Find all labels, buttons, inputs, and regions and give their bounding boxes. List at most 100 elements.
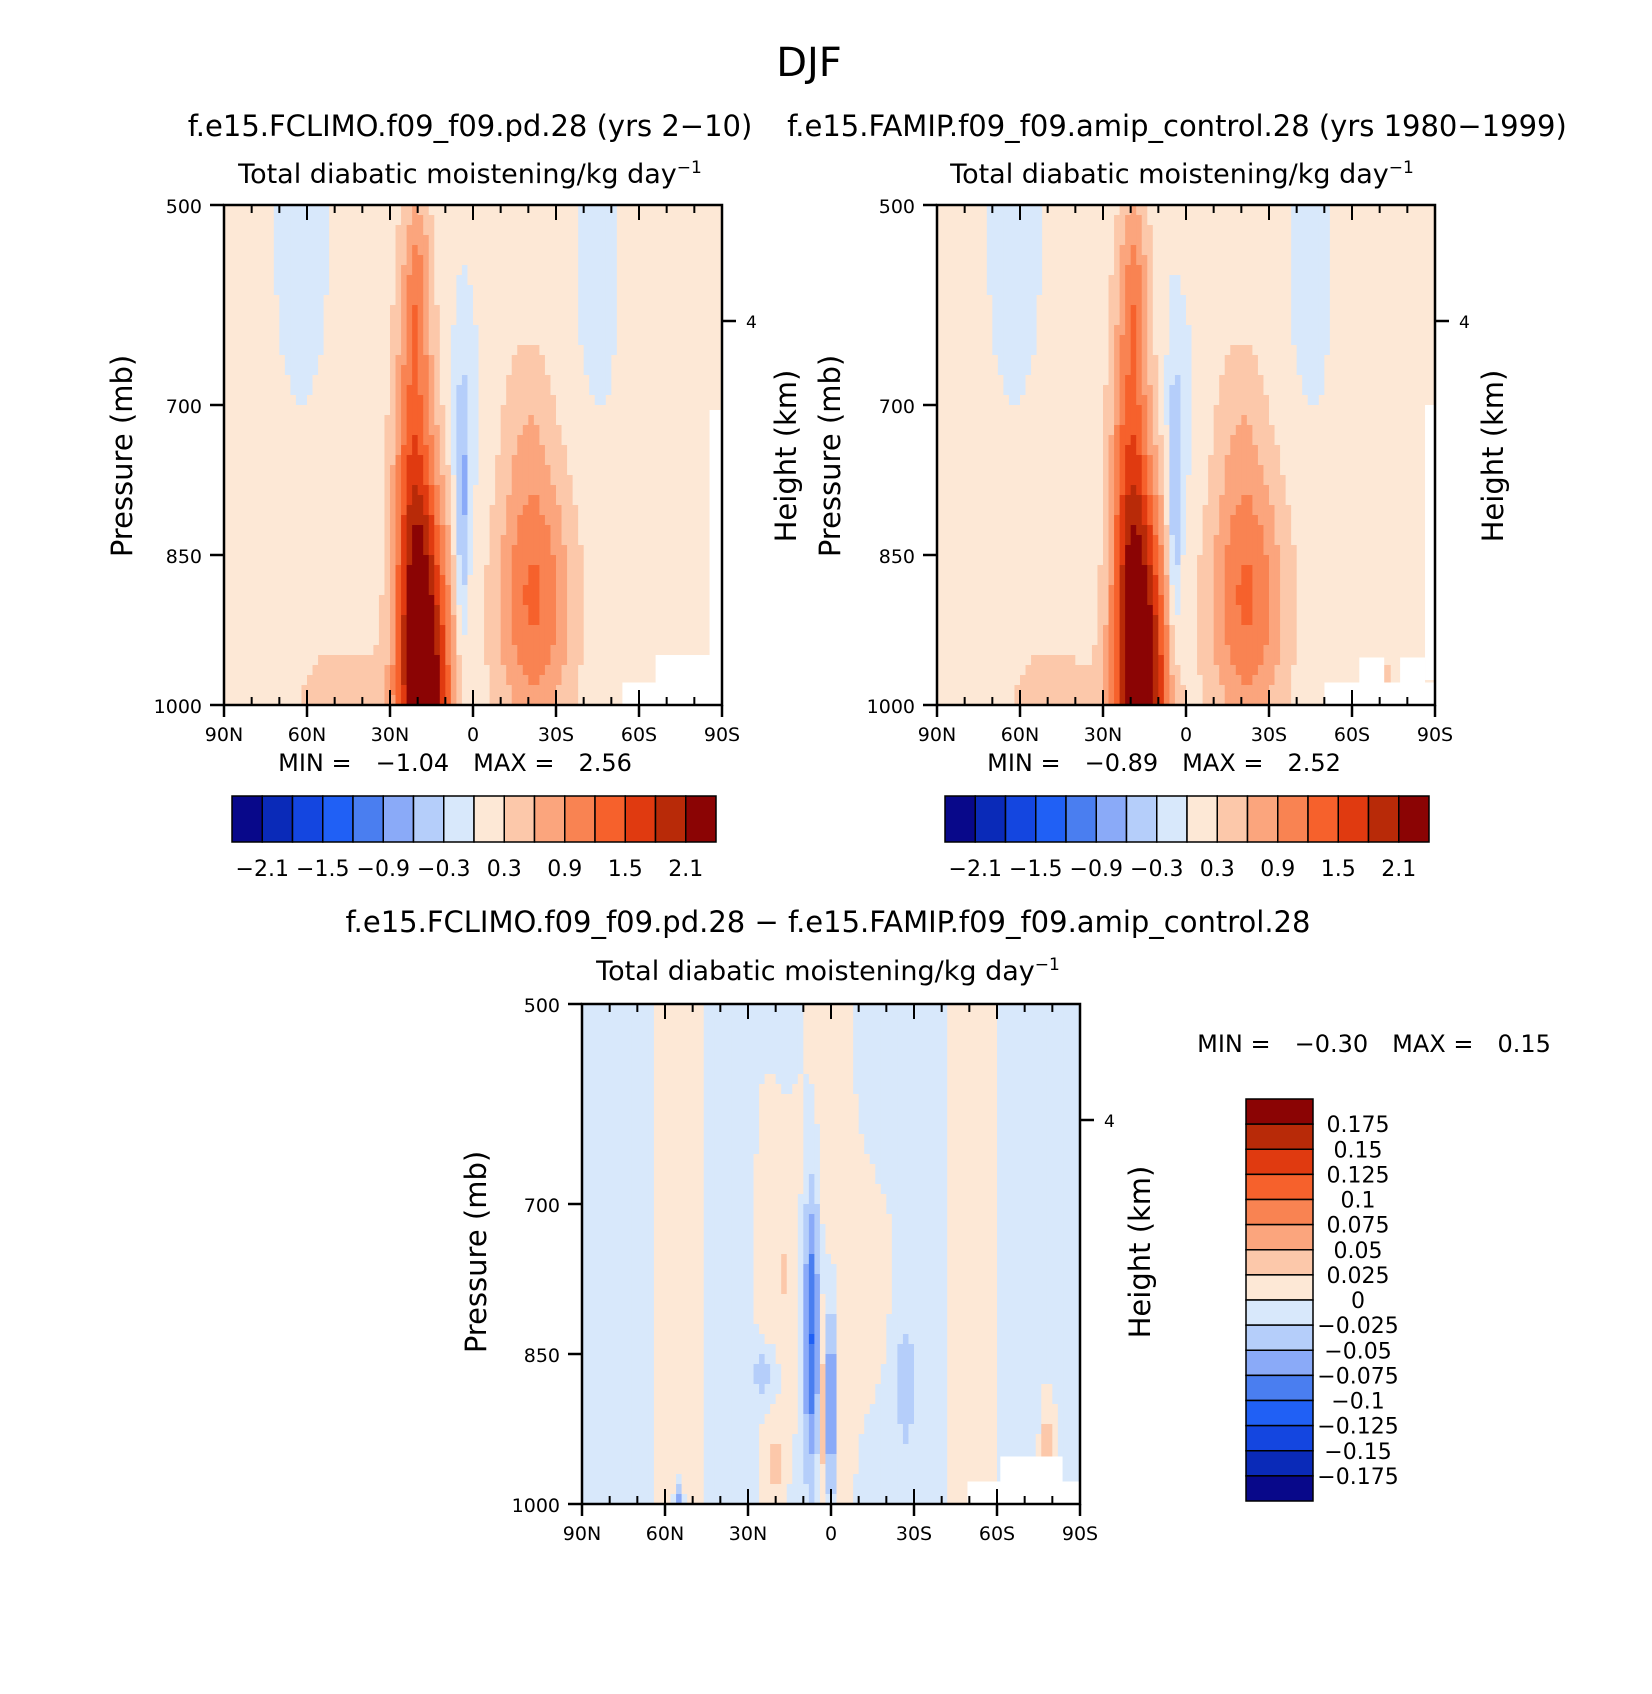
contour-cell xyxy=(1020,245,1027,256)
contour-cell xyxy=(290,455,297,466)
contour-cell xyxy=(478,205,485,216)
contour-cell xyxy=(511,345,518,356)
contour-cell xyxy=(273,315,280,326)
contour-cell xyxy=(650,335,657,346)
contour-cell xyxy=(1125,245,1132,256)
contour-cell xyxy=(561,215,568,226)
contour-cell xyxy=(384,235,391,246)
contour-cell xyxy=(484,455,491,466)
contour-cell xyxy=(251,505,258,516)
contour-cell xyxy=(323,365,330,376)
contour-cell xyxy=(434,655,441,666)
panel-title: f.e15.FCLIMO.f09_f09.pd.28 (yrs 2−10) xyxy=(188,109,753,143)
contour-cell xyxy=(544,615,552,626)
contour-cell xyxy=(688,425,695,436)
contour-cell xyxy=(307,345,314,356)
contour-cell xyxy=(428,385,435,396)
contour-cell xyxy=(556,355,563,366)
contour-cell xyxy=(533,355,540,366)
contour-cell xyxy=(473,325,480,336)
contour-cell xyxy=(1335,215,1342,226)
contour-cell xyxy=(279,435,286,446)
contour-cell xyxy=(450,575,457,586)
contour-cell xyxy=(561,465,568,476)
contour-cell xyxy=(340,375,347,386)
contour-cell xyxy=(356,255,363,266)
contour-cell xyxy=(356,535,363,546)
contour-cell xyxy=(412,625,419,636)
contour-cell xyxy=(467,245,474,256)
contour-cell xyxy=(500,485,507,496)
contour-cell xyxy=(345,265,352,276)
contour-cell xyxy=(323,665,330,676)
contour-cell xyxy=(672,205,679,216)
contour-cell xyxy=(345,505,352,516)
contour-cell xyxy=(478,645,485,656)
contour-cell xyxy=(594,615,601,626)
contour-cell xyxy=(279,635,286,646)
contour-cell xyxy=(384,405,391,416)
contour-cell xyxy=(506,515,513,526)
contour-cell xyxy=(644,595,651,606)
contour-cell xyxy=(672,375,679,386)
contour-cell xyxy=(699,475,706,486)
contour-cell xyxy=(556,385,563,396)
contour-cell xyxy=(567,615,574,626)
contour-cell xyxy=(561,425,568,436)
contour-cell xyxy=(627,405,635,416)
contour-cell xyxy=(611,665,618,676)
contour-cell xyxy=(312,405,319,416)
contour-cell xyxy=(572,415,579,426)
contour-cell xyxy=(992,235,999,246)
contour-cell xyxy=(450,335,457,346)
contour-cell xyxy=(627,535,635,546)
contour-cell xyxy=(345,455,352,466)
contour-cell xyxy=(1080,215,1087,226)
contour-cell xyxy=(506,655,513,666)
contour-cell xyxy=(605,285,612,296)
contour-cell xyxy=(572,275,579,286)
contour-cell xyxy=(284,355,291,366)
contour-cell xyxy=(589,435,596,446)
contour-cell xyxy=(478,695,485,706)
contour-cell xyxy=(627,355,635,366)
contour-cell xyxy=(334,525,341,536)
contour-cell xyxy=(500,515,507,526)
contour-cell xyxy=(688,565,695,576)
contour-cell xyxy=(367,235,374,246)
contour-cell xyxy=(489,555,496,566)
contour-cell xyxy=(639,665,646,676)
contour-cell xyxy=(1407,215,1414,226)
contour-cell xyxy=(622,615,629,626)
contour-cell xyxy=(290,585,297,596)
contour-cell xyxy=(533,315,540,326)
contour-cell xyxy=(1174,205,1182,216)
contour-cell xyxy=(467,205,474,216)
contour-cell xyxy=(290,415,297,426)
contour-cell xyxy=(489,665,496,676)
contour-cell xyxy=(484,305,491,316)
contour-cell xyxy=(295,505,303,516)
contour-cell xyxy=(528,245,535,256)
contour-cell xyxy=(600,605,607,616)
contour-cell xyxy=(600,395,607,406)
contour-cell xyxy=(616,645,623,656)
contour-cell xyxy=(572,375,579,386)
contour-cell xyxy=(655,205,662,216)
contour-cell xyxy=(495,485,502,496)
contour-cell xyxy=(362,255,369,266)
contour-cell xyxy=(251,465,258,476)
contour-cell xyxy=(295,695,303,706)
contour-cell xyxy=(417,675,424,686)
contour-cell xyxy=(495,205,502,216)
contour-cell xyxy=(705,585,712,596)
contour-cell xyxy=(627,525,635,536)
contour-cell xyxy=(224,565,231,576)
contour-cell xyxy=(395,545,402,556)
contour-cell xyxy=(556,225,563,236)
contour-cell xyxy=(417,605,424,616)
contour-cell xyxy=(378,395,386,406)
contour-cell xyxy=(539,315,546,326)
contour-cell xyxy=(257,585,264,596)
contour-cell xyxy=(279,255,286,266)
